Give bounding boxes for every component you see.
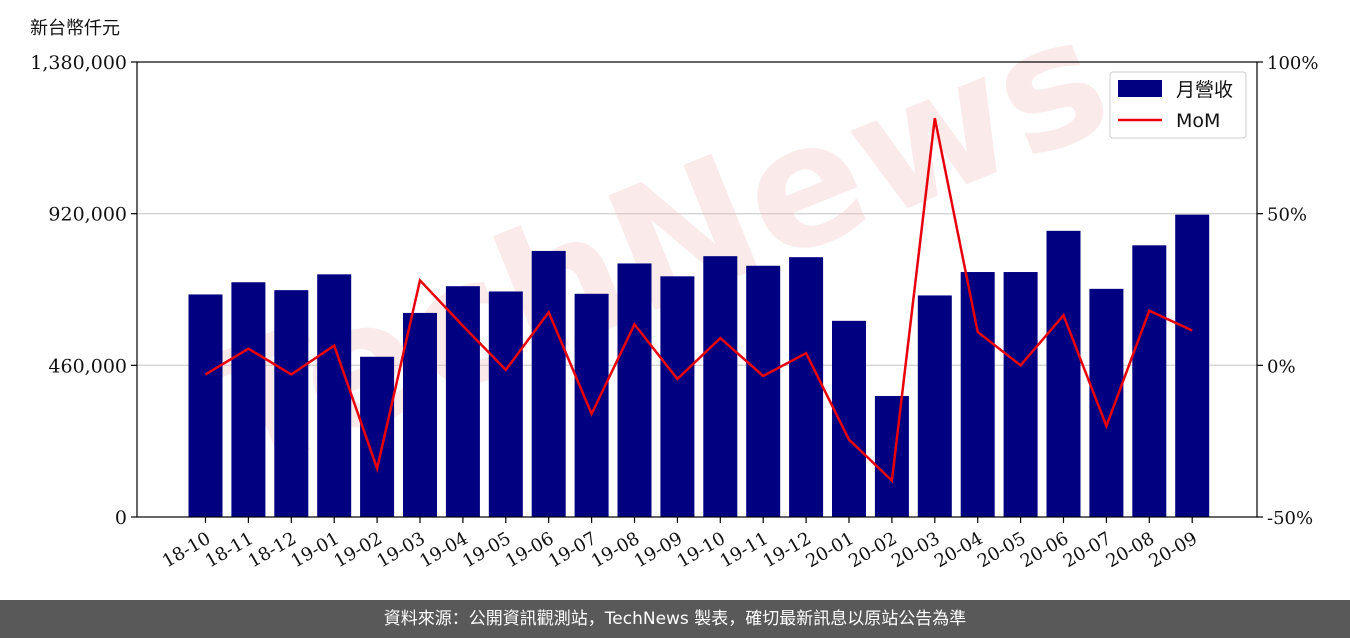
bar-19-06: [531, 250, 566, 517]
bar-series: [188, 214, 1210, 518]
bar-20-05: [1003, 272, 1038, 517]
bar-20-09: [1175, 214, 1210, 517]
legend-bar-swatch: [1118, 80, 1162, 97]
x-tick-label: 19-01: [288, 528, 343, 572]
bar-19-08: [617, 263, 652, 517]
bar-19-01: [317, 274, 352, 517]
x-tick-label: 20-02: [845, 528, 900, 572]
x-tick-label: 19-08: [588, 528, 643, 572]
x-tick-label: 19-05: [459, 528, 514, 572]
left-tick-label: 0: [115, 507, 127, 529]
bar-18-12: [274, 290, 309, 517]
x-tick-label: 20-06: [1017, 528, 1072, 572]
x-tick-label: 20-08: [1103, 528, 1158, 572]
bar-20-07: [1089, 288, 1124, 517]
x-tick-label: 18-12: [245, 528, 300, 572]
x-tick-label: 19-09: [631, 528, 686, 572]
bar-20-03: [917, 295, 952, 517]
left-tick-label: 920,000: [48, 204, 127, 226]
mom-line-series: [204, 117, 1193, 484]
mom-line: [204, 117, 1193, 484]
bar-19-05: [488, 291, 523, 517]
bar-19-07: [574, 293, 609, 517]
legend-label-mom: MoM: [1176, 110, 1220, 132]
legend-label-revenue: 月營收: [1176, 79, 1233, 101]
x-tick-label: 19-12: [759, 528, 814, 572]
bar-19-04: [445, 286, 480, 517]
right-tick-label: 100%: [1267, 53, 1318, 74]
left-tick-label: 460,000: [48, 355, 127, 377]
revenue-chart: TechNews 0460,000920,0001,380,000-50%0%5…: [30, 0, 1318, 572]
plot-frame: [136, 61, 1258, 518]
x-tick-label: 19-11: [717, 528, 772, 572]
right-tick-label: -50%: [1267, 508, 1313, 529]
bar-20-06: [1046, 230, 1081, 518]
x-tick-label: 18-11: [202, 528, 257, 572]
legend: 月營收 MoM: [1109, 71, 1247, 139]
bar-20-08: [1132, 245, 1167, 517]
bar-20-01: [832, 320, 866, 517]
bar-18-11: [231, 282, 266, 517]
x-tick-label: 19-04: [416, 528, 471, 572]
bar-19-03: [403, 312, 437, 517]
bar-19-10: [703, 256, 738, 517]
right-tick-label: 50%: [1267, 205, 1307, 226]
x-tick-label: 19-02: [330, 528, 385, 572]
source-footer: 資料來源：公開資訊觀測站，TechNews 製表，確切最新訊息以原站公告為準: [0, 600, 1350, 638]
x-tick-label: 20-03: [888, 528, 943, 572]
bar-19-09: [660, 276, 695, 517]
x-tick-label: 19-06: [502, 528, 557, 572]
x-tick-label: 20-04: [931, 528, 986, 572]
bar-19-11: [746, 265, 781, 517]
x-tick-label: 19-03: [373, 528, 428, 572]
y-axis-unit-label: 新台幣仟元: [30, 18, 120, 39]
bar-20-04: [960, 272, 995, 517]
x-tick-label: 20-05: [974, 528, 1029, 572]
x-tick-label: 20-01: [802, 528, 857, 572]
x-tick-label: 19-07: [545, 528, 600, 572]
bar-18-10: [188, 294, 223, 517]
x-tick-label: 18-10: [159, 528, 214, 572]
left-tick-label: 1,380,000: [30, 52, 127, 74]
x-tick-label: 20-09: [1146, 528, 1201, 572]
x-tick-label: 20-07: [1060, 528, 1115, 572]
x-tick-label: 19-10: [674, 528, 729, 572]
bar-20-02: [874, 395, 909, 517]
bar-19-12: [789, 257, 824, 517]
right-tick-label: 0%: [1267, 356, 1296, 377]
